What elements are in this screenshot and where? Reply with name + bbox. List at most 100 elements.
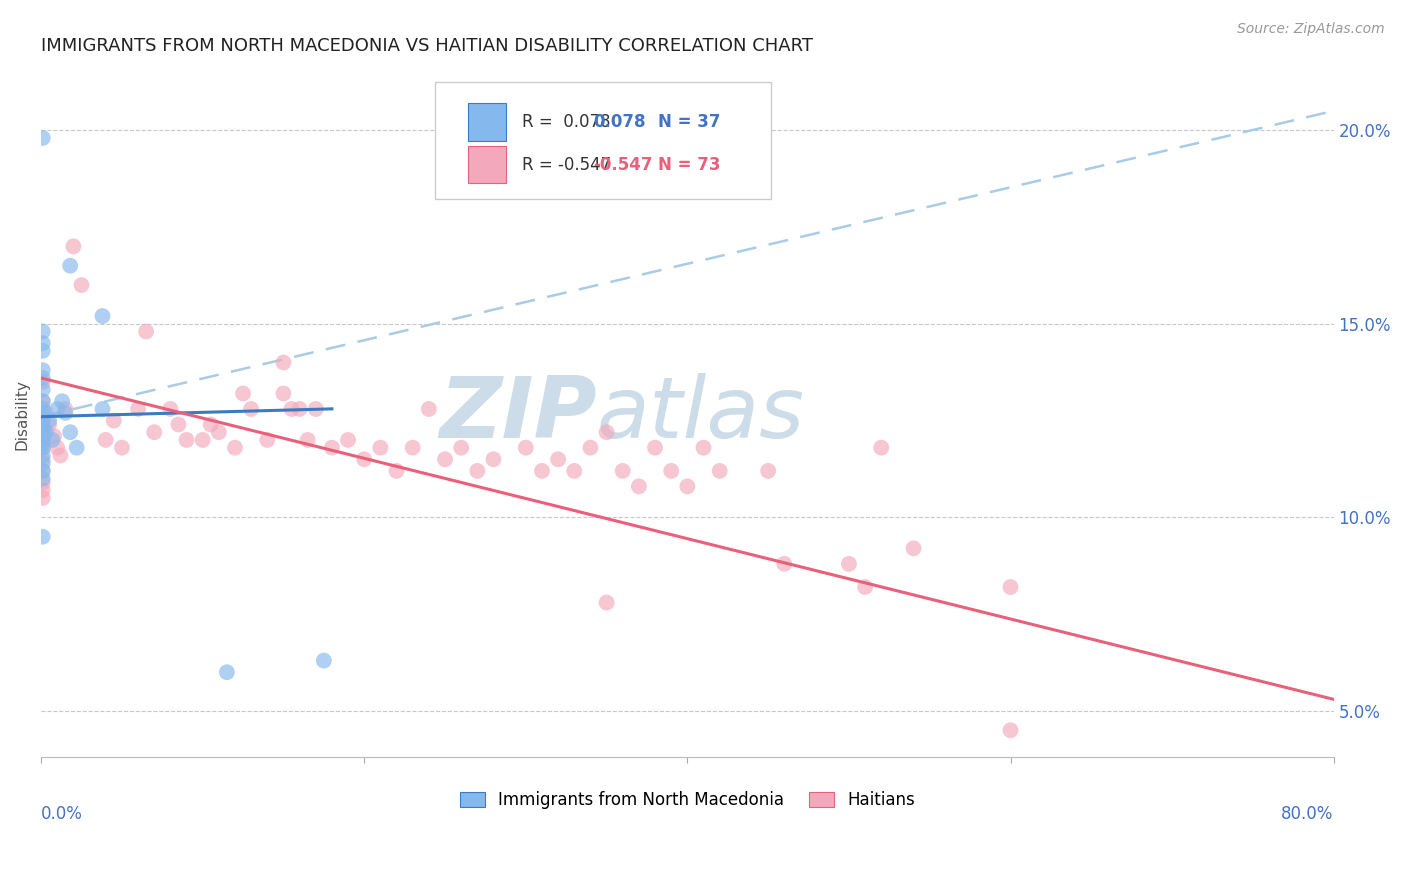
Point	[35, 425, 58, 440]
Point	[31, 409, 53, 424]
Point	[31, 421, 53, 435]
Point	[31, 530, 53, 544]
Y-axis label: Disability: Disability	[15, 379, 30, 450]
Point	[31, 401, 53, 416]
Point	[288, 401, 311, 416]
Point	[31, 413, 53, 427]
Point	[70, 278, 93, 293]
Point	[385, 464, 408, 478]
Point	[773, 557, 796, 571]
Point	[176, 433, 198, 447]
Point	[692, 441, 714, 455]
Point	[612, 464, 634, 478]
Text: Source: ZipAtlas.com: Source: ZipAtlas.com	[1237, 22, 1385, 37]
Text: ZIP: ZIP	[439, 373, 598, 457]
Point	[273, 386, 295, 401]
Point	[31, 417, 53, 432]
Point	[224, 441, 246, 455]
Legend: Immigrants from North Macedonia, Haitians: Immigrants from North Macedonia, Haitian…	[451, 783, 924, 818]
Point	[31, 406, 53, 420]
Point	[31, 433, 53, 447]
Text: N = 73: N = 73	[658, 155, 720, 174]
Point	[31, 464, 53, 478]
Point	[240, 401, 263, 416]
Point	[31, 425, 53, 440]
Point	[321, 441, 343, 455]
Point	[256, 433, 278, 447]
Point	[31, 375, 53, 389]
Point	[51, 394, 73, 409]
Point	[38, 413, 60, 427]
Point	[31, 363, 53, 377]
Point	[31, 452, 53, 467]
Point	[31, 456, 53, 470]
Point	[31, 371, 53, 385]
Text: 80.0%: 80.0%	[1281, 805, 1334, 823]
Point	[143, 425, 166, 440]
Point	[353, 452, 375, 467]
Point	[215, 665, 238, 680]
Point	[659, 464, 682, 478]
Text: R =  0.078: R = 0.078	[522, 113, 610, 131]
Point	[402, 441, 425, 455]
Point	[305, 401, 328, 416]
Point	[31, 441, 53, 455]
Point	[450, 441, 472, 455]
Point	[46, 401, 69, 416]
Point	[756, 464, 779, 478]
Text: IMMIGRANTS FROM NORTH MACEDONIA VS HAITIAN DISABILITY CORRELATION CHART: IMMIGRANTS FROM NORTH MACEDONIA VS HAITI…	[41, 37, 813, 55]
Point	[31, 491, 53, 505]
Point	[31, 336, 53, 351]
Point	[46, 441, 69, 455]
Point	[91, 401, 114, 416]
Point	[418, 401, 440, 416]
Point	[482, 452, 505, 467]
Point	[297, 433, 319, 447]
Point	[31, 325, 53, 339]
Point	[103, 413, 125, 427]
Point	[31, 464, 53, 478]
Point	[370, 441, 392, 455]
Point	[676, 479, 699, 493]
Point	[31, 437, 53, 451]
Point	[595, 425, 617, 440]
Point	[838, 557, 860, 571]
Point	[31, 383, 53, 397]
Text: 0.078: 0.078	[593, 113, 645, 131]
Point	[31, 441, 53, 455]
Point	[200, 417, 222, 432]
Point	[903, 541, 925, 556]
Bar	[468, 145, 506, 184]
Point	[42, 429, 65, 443]
Point	[208, 425, 231, 440]
Point	[31, 394, 53, 409]
Point	[31, 409, 53, 424]
Point	[62, 239, 84, 253]
Text: atlas: atlas	[598, 373, 804, 457]
Point	[31, 421, 53, 435]
Point	[232, 386, 254, 401]
Point	[337, 433, 360, 447]
Point	[562, 464, 585, 478]
Text: N = 37: N = 37	[658, 113, 720, 131]
Point	[135, 325, 157, 339]
Point	[59, 425, 82, 440]
Point	[53, 401, 76, 416]
Point	[467, 464, 489, 478]
Point	[127, 401, 149, 416]
Point	[644, 441, 666, 455]
Text: -0.547: -0.547	[593, 155, 652, 174]
Point	[547, 452, 569, 467]
Point	[31, 449, 53, 463]
Point	[159, 401, 181, 416]
Point	[853, 580, 876, 594]
Point	[91, 309, 114, 323]
Text: R = -0.547: R = -0.547	[522, 155, 612, 174]
Point	[31, 343, 53, 358]
Point	[53, 406, 76, 420]
Point	[273, 355, 295, 369]
Point	[870, 441, 893, 455]
Point	[167, 417, 190, 432]
Point	[434, 452, 457, 467]
Point	[627, 479, 650, 493]
